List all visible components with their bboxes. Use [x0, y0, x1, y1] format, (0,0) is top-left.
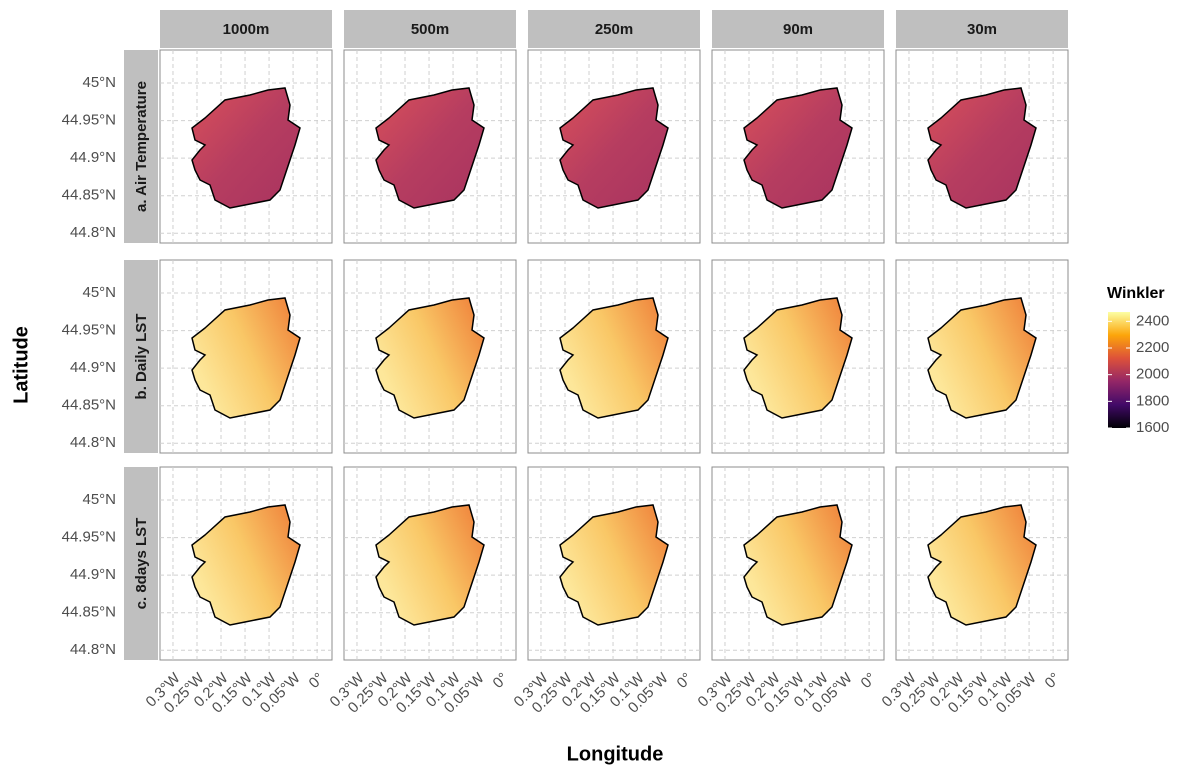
- region: [191, 504, 301, 626]
- legend-title: Winkler: [1107, 285, 1165, 302]
- y-tick-label: 44.85°N: [62, 397, 116, 414]
- region: [191, 297, 301, 419]
- region: [375, 504, 485, 626]
- column-strip: [528, 10, 700, 48]
- y-tick-label: 44.8°N: [70, 641, 116, 658]
- column-strip: [712, 10, 884, 48]
- region: [191, 87, 301, 209]
- region: [743, 297, 853, 419]
- column-strip: [896, 10, 1068, 48]
- x-tick-label: 0°: [674, 670, 696, 692]
- legend-label: 2000: [1136, 366, 1169, 383]
- y-tick-label: 44.85°N: [62, 187, 116, 204]
- region: [927, 87, 1037, 209]
- row-strip-label: a. Air Temperature: [133, 81, 150, 212]
- region: [559, 297, 669, 419]
- region: [927, 297, 1037, 419]
- region: [375, 87, 485, 209]
- region: [743, 87, 853, 209]
- row-strip-label: b. Daily LST: [133, 314, 150, 400]
- legend-label: 1800: [1136, 392, 1169, 409]
- column-strip-label: 30m: [967, 21, 997, 38]
- panel: [895, 49, 1069, 244]
- column-strip-label: 1000m: [223, 21, 270, 38]
- region: [559, 504, 669, 626]
- y-tick-label: 44.9°N: [70, 359, 116, 376]
- column-strip-label: 500m: [411, 21, 449, 38]
- legend-label: 1600: [1136, 419, 1169, 436]
- row-strip-label: c. 8days LST: [133, 518, 150, 610]
- region: [743, 504, 853, 626]
- y-tick-label: 44.8°N: [70, 434, 116, 451]
- row-strip: [124, 50, 158, 243]
- column-strip: [160, 10, 332, 48]
- column-strip: [344, 10, 516, 48]
- y-axis-title: Latitude: [10, 326, 32, 404]
- y-tick-label: 44.9°N: [70, 149, 116, 166]
- x-tick-label: 0°: [490, 670, 512, 692]
- column-strip-label: 90m: [783, 21, 813, 38]
- region: [559, 87, 669, 209]
- x-tick-label: 0°: [858, 670, 880, 692]
- column-strip-label: 250m: [595, 21, 633, 38]
- x-tick-label: 0°: [306, 670, 328, 692]
- y-tick-label: 44.95°N: [62, 322, 116, 339]
- legend-label: 2200: [1136, 339, 1169, 356]
- y-tick-label: 44.9°N: [70, 566, 116, 583]
- region: [927, 504, 1037, 626]
- x-axis-title: Longitude: [567, 743, 664, 765]
- y-tick-label: 45°N: [82, 491, 116, 508]
- y-tick-label: 44.95°N: [62, 112, 116, 129]
- region: [375, 297, 485, 419]
- colorbar: [1108, 312, 1130, 428]
- row-strip: [124, 260, 158, 453]
- y-tick-label: 44.95°N: [62, 529, 116, 546]
- row-strip: [124, 467, 158, 660]
- y-tick-label: 45°N: [82, 74, 116, 91]
- y-tick-label: 45°N: [82, 284, 116, 301]
- x-tick-label: 0°: [1042, 670, 1064, 692]
- legend-label: 2400: [1136, 312, 1169, 329]
- y-tick-label: 44.85°N: [62, 604, 116, 621]
- y-tick-label: 44.8°N: [70, 224, 116, 241]
